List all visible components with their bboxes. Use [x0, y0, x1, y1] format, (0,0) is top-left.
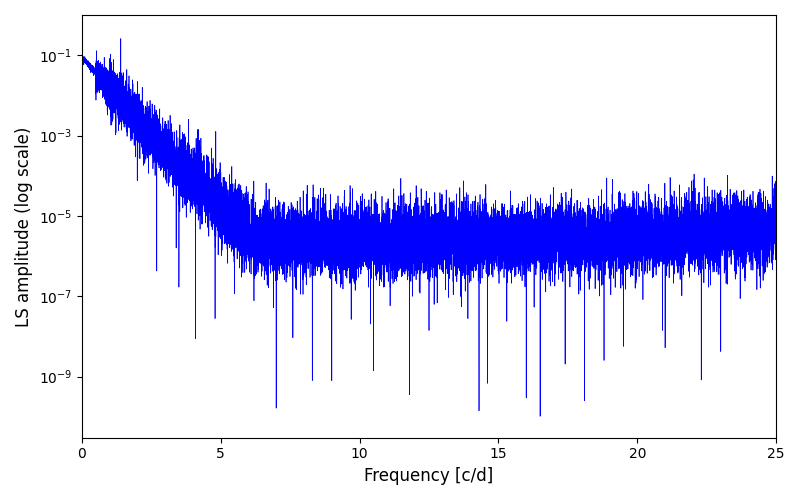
X-axis label: Frequency [c/d]: Frequency [c/d] [364, 467, 494, 485]
Y-axis label: LS amplitude (log scale): LS amplitude (log scale) [15, 126, 33, 326]
